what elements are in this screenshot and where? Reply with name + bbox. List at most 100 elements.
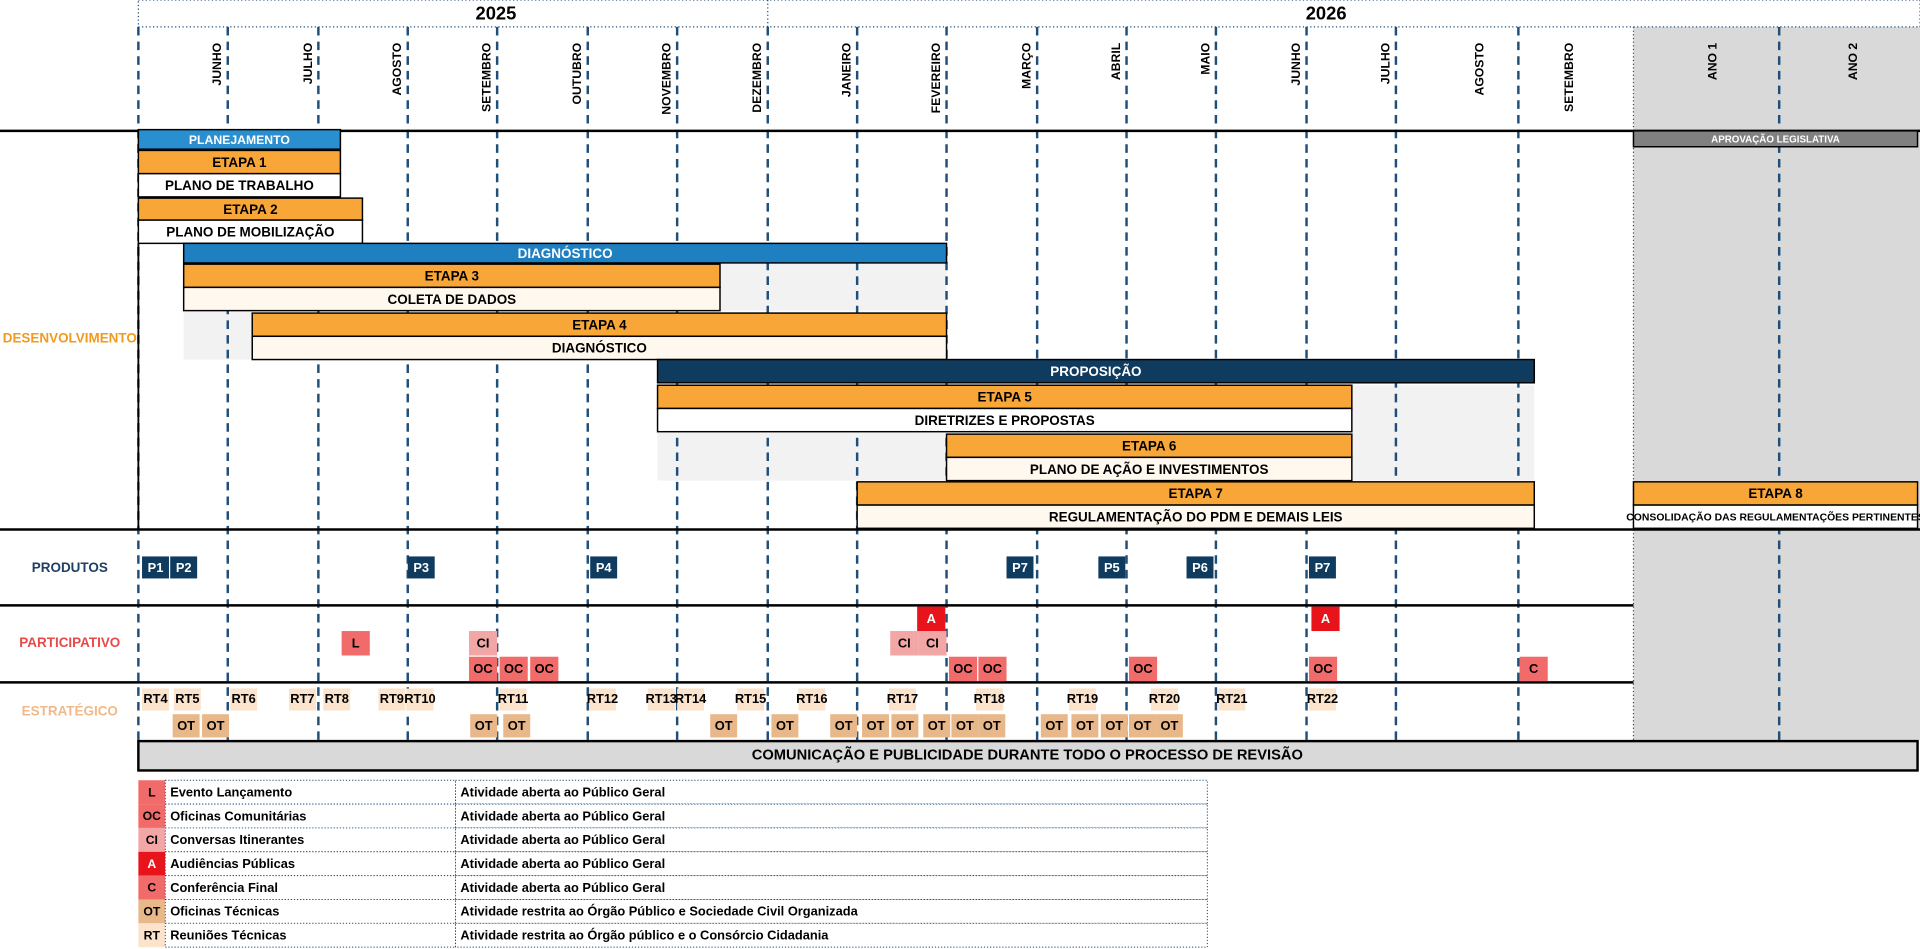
banner-text: COMUNICAÇÃO E PUBLICIDADE DURANTE TODO O… bbox=[752, 746, 1303, 764]
month-label: JULHO bbox=[301, 43, 315, 84]
legend-name: Evento Lançamento bbox=[170, 784, 292, 799]
gantt-bar bbox=[856, 504, 1536, 530]
workshop-label: OT bbox=[956, 718, 974, 733]
workshop-box bbox=[172, 714, 200, 738]
participatory-box bbox=[948, 656, 978, 682]
product-label: P7 bbox=[1315, 560, 1331, 575]
bar-label: COLETA DE DADOS bbox=[388, 292, 517, 307]
month-label: ANO 1 bbox=[1705, 43, 1719, 81]
participatory-box bbox=[341, 631, 370, 656]
workshop-box bbox=[862, 714, 889, 738]
participatory-box bbox=[468, 631, 498, 656]
participatory-box bbox=[1128, 656, 1158, 682]
row-label: DESENVOLVIMENTO bbox=[3, 330, 137, 345]
meeting-box bbox=[288, 688, 316, 711]
gantt-bar bbox=[182, 242, 948, 264]
workshop-box bbox=[1071, 714, 1099, 738]
idle-span bbox=[183, 311, 253, 360]
meeting-label: RT12 bbox=[587, 691, 618, 706]
legend-desc: Atividade aberta ao Público Geral bbox=[460, 856, 665, 871]
bar-label: APROVAÇÃO LEGISLATIVA bbox=[1711, 135, 1840, 146]
participatory-box bbox=[499, 656, 528, 682]
bar-label: ETAPA 4 bbox=[572, 317, 627, 332]
month-label: MARÇO bbox=[1020, 43, 1034, 89]
meeting-label: RT21 bbox=[1216, 691, 1247, 706]
legend-name: Conferência Final bbox=[170, 880, 278, 895]
idle-span bbox=[1351, 385, 1535, 481]
participatory-label: CI bbox=[477, 635, 490, 650]
month-label: SETEMBRO bbox=[480, 43, 494, 112]
participatory-label: OC bbox=[473, 661, 492, 676]
banner bbox=[137, 739, 1919, 772]
workshop-box bbox=[1100, 714, 1128, 738]
participatory-box bbox=[918, 631, 947, 656]
participatory-box bbox=[978, 656, 1007, 682]
bar-label: PLANO DE MOBILIZAÇÃO bbox=[166, 225, 334, 240]
product-label: P4 bbox=[596, 560, 613, 575]
bar-label: PLANO DE TRABALHO bbox=[165, 178, 314, 193]
legend-code: CI bbox=[146, 833, 158, 847]
participatory-box bbox=[1311, 606, 1340, 632]
month-label: ANO 2 bbox=[1846, 43, 1860, 81]
meeting-box bbox=[499, 688, 527, 711]
meeting-box bbox=[1218, 688, 1246, 711]
legend-code: OC bbox=[143, 809, 162, 823]
participatory-box bbox=[1519, 656, 1548, 682]
workshop-label: OT bbox=[835, 718, 853, 733]
meeting-box bbox=[798, 688, 826, 711]
product-box bbox=[170, 556, 198, 579]
product-label: P6 bbox=[1192, 560, 1208, 575]
year-box bbox=[137, 0, 1920, 28]
workshop-label: OT bbox=[1160, 718, 1178, 733]
legend-desc: Atividade aberta ao Público Geral bbox=[460, 784, 665, 799]
workshop-box bbox=[830, 714, 858, 738]
product-box bbox=[1308, 556, 1336, 579]
workshop-box bbox=[470, 714, 498, 738]
meeting-label: RT10 bbox=[404, 691, 435, 706]
legend-name: Oficinas Técnicas bbox=[170, 904, 279, 919]
participatory-label: OC bbox=[1133, 661, 1152, 676]
workshop-box bbox=[891, 714, 919, 738]
workshop-box bbox=[771, 714, 799, 738]
bar-label: DIAGNÓSTICO bbox=[552, 341, 647, 356]
product-box bbox=[1098, 556, 1126, 579]
gantt-bar bbox=[656, 358, 1536, 384]
row-label: PARTICIPATIVO bbox=[19, 635, 120, 650]
meeting-label: RT15 bbox=[735, 691, 766, 706]
legend-icon bbox=[138, 923, 166, 948]
idle-span bbox=[720, 264, 947, 311]
legend-code: L bbox=[148, 785, 156, 799]
workshop-label: OT bbox=[1076, 718, 1094, 733]
participatory-label: OC bbox=[1313, 661, 1332, 676]
month-label: ABRIL bbox=[1109, 42, 1123, 80]
participatory-box bbox=[917, 606, 946, 632]
workshop-label: OT bbox=[776, 718, 794, 733]
bar-label: ETAPA 8 bbox=[1748, 486, 1803, 501]
meeting-label: RT14 bbox=[675, 691, 707, 706]
row-label: PRODUTOS bbox=[32, 560, 108, 575]
meeting-box bbox=[647, 688, 675, 711]
legend-name: Oficinas Comunitárias bbox=[170, 808, 306, 823]
legend-desc: Atividade aberta ao Público Geral bbox=[460, 832, 665, 847]
legend-name: Conversas Itinerantes bbox=[170, 832, 304, 847]
meeting-box bbox=[888, 688, 916, 711]
bar-label: DIAGNÓSTICO bbox=[518, 246, 613, 261]
meeting-label: RT16 bbox=[796, 691, 827, 706]
meeting-label: RT19 bbox=[1067, 691, 1098, 706]
gantt-bar bbox=[1632, 504, 1919, 530]
meeting-label: RT4 bbox=[143, 691, 168, 706]
legend-code: A bbox=[147, 857, 156, 871]
month-label: OUTUBRO bbox=[570, 43, 584, 105]
month-label: JULHO bbox=[1378, 43, 1392, 84]
bar-label: PROPOSIÇÃO bbox=[1050, 364, 1141, 379]
participatory-label: OC bbox=[983, 661, 1002, 676]
meeting-label: RT18 bbox=[974, 691, 1005, 706]
product-box bbox=[1006, 556, 1034, 579]
gantt-bar bbox=[945, 456, 1353, 482]
participatory-label: A bbox=[1321, 611, 1330, 626]
workshop-label: OT bbox=[1105, 718, 1123, 733]
meeting-box bbox=[677, 688, 705, 711]
participatory-box bbox=[530, 656, 559, 682]
year-label: 2025 bbox=[475, 3, 516, 24]
